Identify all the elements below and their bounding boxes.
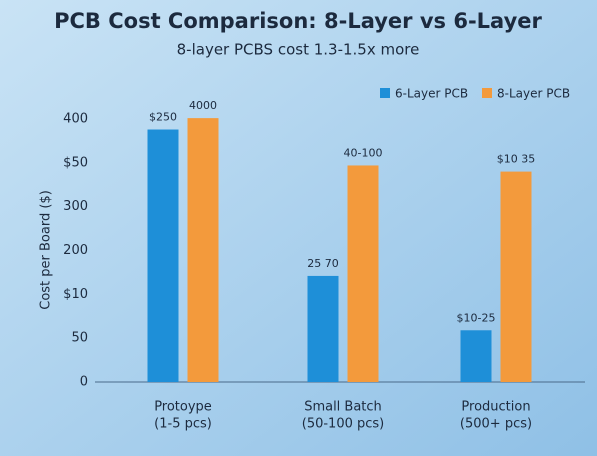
bar (460, 330, 492, 382)
chart-subtitle: 8-layer PCBS cost 1.3-1.5x more (177, 41, 420, 59)
bar (187, 118, 219, 382)
value-label: 4000 (189, 99, 217, 112)
y-tick-label: 300 (63, 199, 88, 214)
x-tick-label: (500+ pcs) (460, 417, 532, 432)
value-label: $10-25 (457, 311, 496, 324)
legend-swatch (380, 88, 390, 98)
y-tick-label: 200 (63, 243, 88, 258)
y-tick-label: 0 (80, 375, 88, 390)
y-tick-label: 50 (71, 331, 88, 346)
x-tick-label: (1-5 pcs) (154, 417, 212, 432)
x-tick-label: Small Batch (304, 400, 382, 415)
legend-swatch (482, 88, 492, 98)
value-label: 40-100 (344, 146, 383, 159)
legend-label: 8-Layer PCB (497, 87, 570, 101)
chart-title: PCB Cost Comparison: 8-Layer vs 6-Layer (54, 9, 542, 33)
x-tick-label: Protoype (154, 400, 212, 415)
y-tick-label: $10 (63, 287, 88, 302)
x-tick-label: (50-100 pcs) (302, 417, 385, 432)
legend-label: 6-Layer PCB (395, 87, 468, 101)
bar (500, 171, 532, 382)
y-tick-label: $50 (63, 155, 88, 170)
x-tick-label: Production (461, 400, 530, 415)
bar (347, 165, 379, 382)
bar (147, 129, 179, 382)
bar (307, 275, 339, 382)
value-label: $10 35 (497, 153, 536, 166)
value-label: 25 70 (307, 257, 339, 270)
y-axis-label: Cost per Board ($) (39, 190, 54, 310)
value-label: $250 (149, 111, 177, 124)
y-tick-label: 400 (63, 112, 88, 127)
